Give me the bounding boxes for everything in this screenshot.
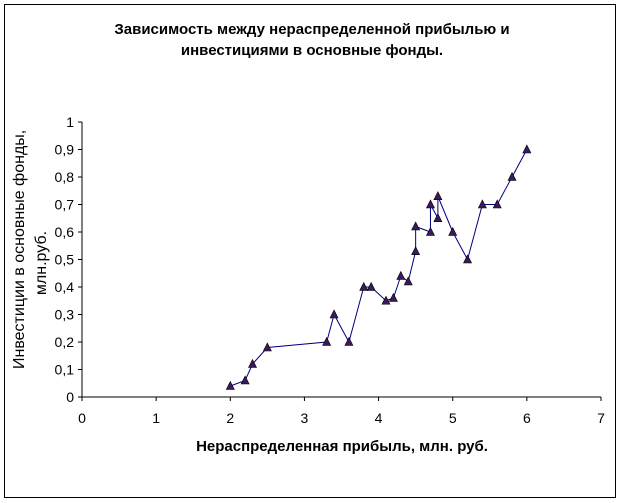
data-point (425, 226, 435, 236)
x-axis-label: Нераспределенная прибыль, млн. руб. (196, 438, 488, 455)
y-tick-label: 0,4 (55, 279, 75, 295)
y-tick-label: 0,2 (55, 334, 75, 350)
x-tick-label: 1 (152, 410, 160, 426)
x-tick-label: 7 (597, 410, 605, 426)
data-point (425, 199, 435, 209)
x-tick-label: 2 (226, 410, 234, 426)
chart-title-line1: Зависимость между нераспределенной прибы… (114, 21, 510, 38)
data-point (396, 270, 406, 280)
data-point (262, 342, 272, 352)
data-point (329, 309, 339, 319)
y-tick-label: 0,7 (55, 197, 75, 213)
x-tick-label: 3 (301, 410, 309, 426)
y-tick-label: 0,3 (55, 307, 75, 323)
data-point (433, 191, 443, 201)
data-point (433, 213, 443, 223)
data-point (522, 144, 532, 154)
data-point (411, 246, 421, 256)
x-tick-label: 4 (375, 410, 383, 426)
data-point (240, 375, 250, 385)
y-tick-label: 0 (66, 389, 74, 405)
data-point (403, 276, 413, 286)
data-point (388, 292, 398, 302)
x-tick-label: 0 (78, 410, 86, 426)
data-point (507, 171, 517, 181)
data-point (477, 199, 487, 209)
data-point (225, 380, 235, 390)
data-point (366, 281, 376, 291)
data-point (248, 358, 258, 368)
data-point (381, 295, 391, 305)
data-point (344, 336, 354, 346)
x-tick-label: 5 (449, 410, 457, 426)
x-tick-label: 6 (523, 410, 531, 426)
y-tick-label: 0,8 (55, 169, 75, 185)
y-tick-label: 0,6 (55, 224, 75, 240)
data-point (492, 199, 502, 209)
y-tick-label: 1 (66, 114, 74, 130)
data-point (411, 221, 421, 231)
data-point (448, 226, 458, 236)
data-point (322, 336, 332, 346)
y-tick-label: 0,1 (55, 362, 75, 378)
chart-title-line2: инвестициями в основные фонды. (180, 42, 444, 59)
y-tick-label: 0,9 (55, 142, 75, 158)
series-line (230, 149, 528, 387)
data-point (463, 254, 473, 264)
chart-border (4, 4, 616, 498)
y-tick-label: 0,5 (55, 252, 75, 268)
data-point (359, 281, 369, 291)
